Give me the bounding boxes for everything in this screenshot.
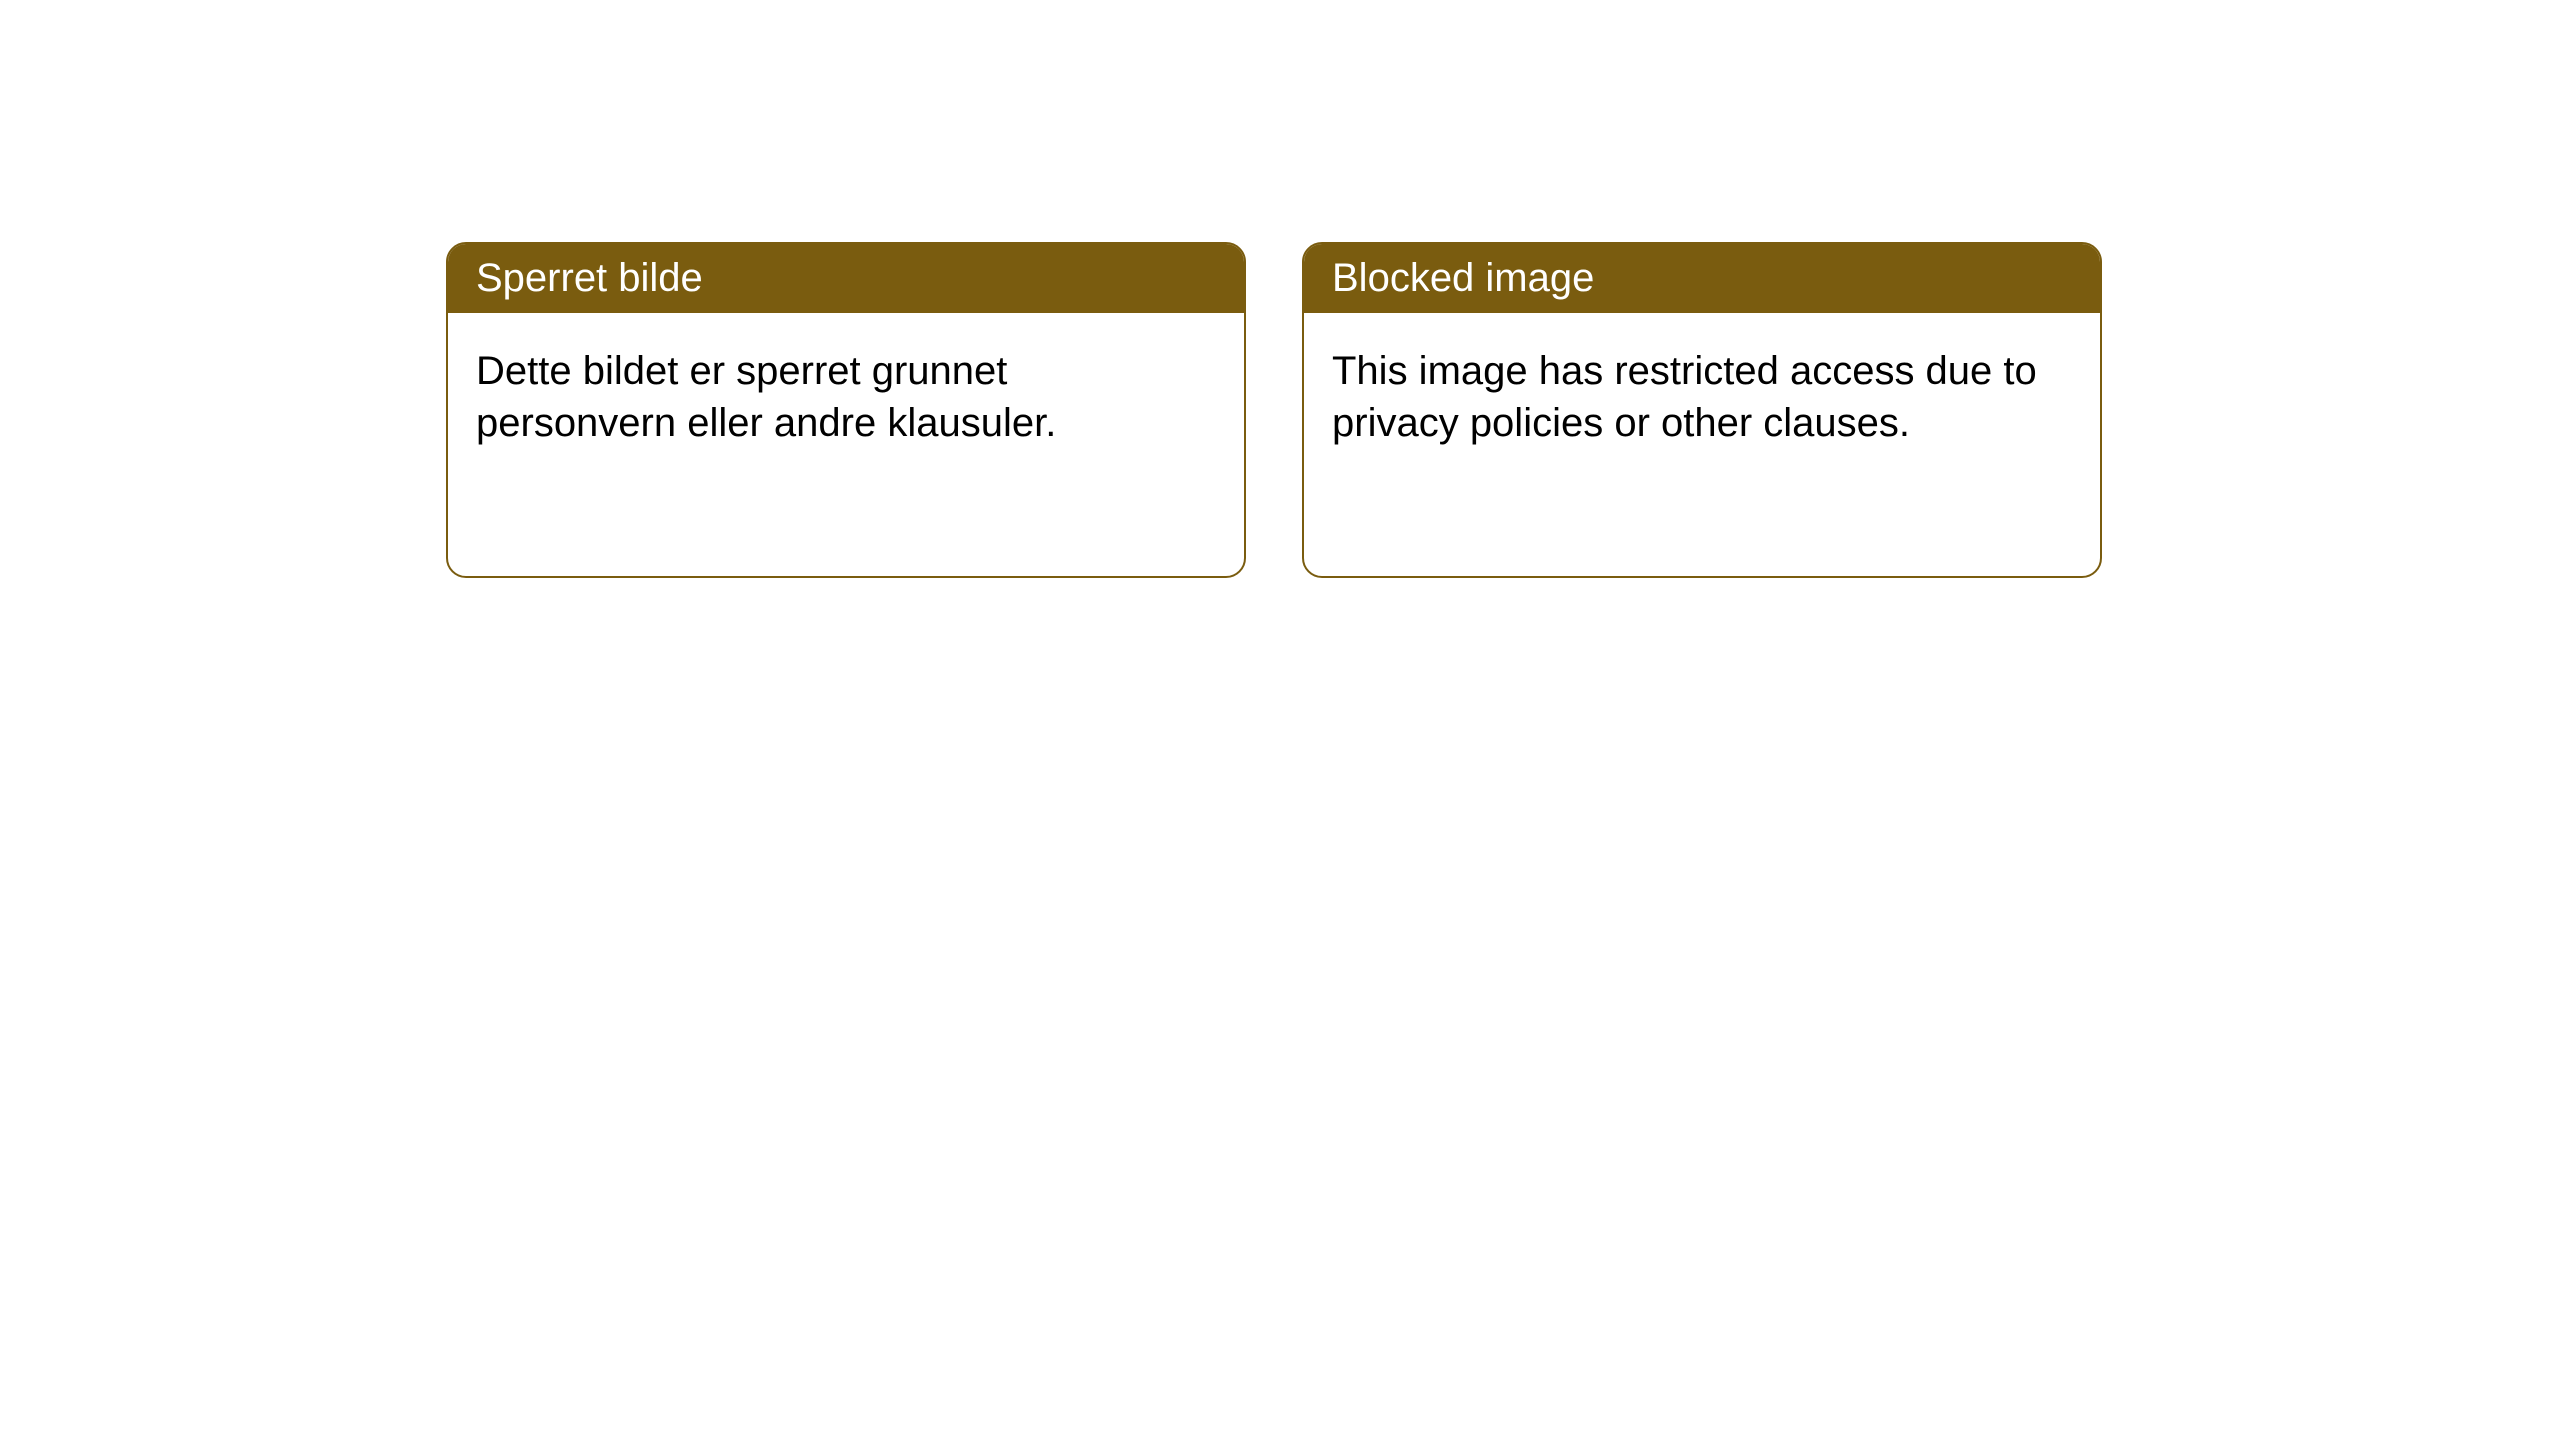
blocked-image-cards: Sperret bilde Dette bildet er sperret gr… [446, 242, 2102, 578]
card-title: Sperret bilde [476, 256, 703, 300]
blocked-image-card-norwegian: Sperret bilde Dette bildet er sperret gr… [446, 242, 1246, 578]
card-body-text: This image has restricted access due to … [1332, 349, 2037, 445]
card-header: Blocked image [1304, 244, 2100, 313]
card-body: Dette bildet er sperret grunnet personve… [448, 313, 1244, 481]
card-header: Sperret bilde [448, 244, 1244, 313]
card-title: Blocked image [1332, 256, 1594, 300]
card-body: This image has restricted access due to … [1304, 313, 2100, 481]
card-body-text: Dette bildet er sperret grunnet personve… [476, 349, 1056, 445]
blocked-image-card-english: Blocked image This image has restricted … [1302, 242, 2102, 578]
